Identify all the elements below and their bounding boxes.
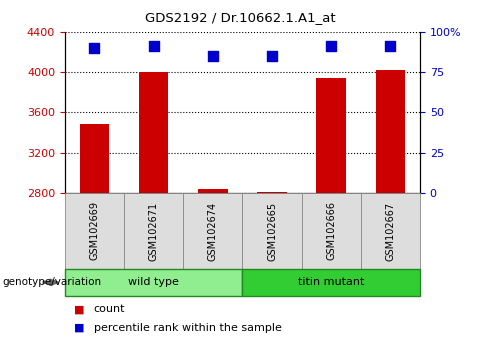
- Text: ■: ■: [74, 323, 85, 333]
- Point: [150, 44, 157, 49]
- Text: titin mutant: titin mutant: [298, 277, 364, 287]
- Text: GSM102671: GSM102671: [149, 201, 158, 261]
- Text: count: count: [94, 304, 125, 314]
- Bar: [80, 125, 109, 193]
- Text: GSM102667: GSM102667: [385, 201, 396, 261]
- Point: [386, 44, 394, 49]
- Point: [268, 53, 276, 59]
- Bar: [316, 78, 346, 193]
- Text: GDS2192 / Dr.10662.1.A1_at: GDS2192 / Dr.10662.1.A1_at: [144, 11, 336, 24]
- Text: GSM102669: GSM102669: [89, 201, 99, 261]
- Text: percentile rank within the sample: percentile rank within the sample: [94, 323, 281, 333]
- Text: wild type: wild type: [128, 277, 179, 287]
- Point: [209, 53, 216, 59]
- Bar: [376, 70, 405, 193]
- Text: ■: ■: [74, 304, 85, 314]
- Text: GSM102674: GSM102674: [208, 201, 218, 261]
- Text: genotype/variation: genotype/variation: [2, 277, 102, 287]
- Bar: [257, 192, 287, 193]
- Bar: [139, 72, 168, 193]
- Bar: [198, 189, 228, 193]
- Point: [327, 44, 335, 49]
- Text: GSM102665: GSM102665: [267, 201, 277, 261]
- Point: [91, 45, 98, 51]
- Text: GSM102666: GSM102666: [326, 201, 336, 261]
